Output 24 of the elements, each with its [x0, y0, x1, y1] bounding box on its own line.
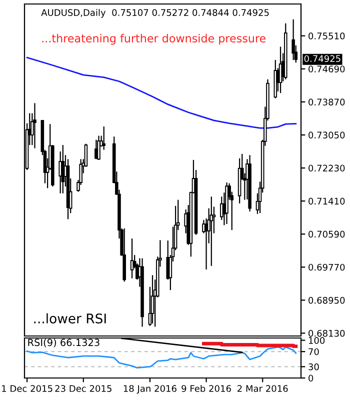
y-tick-label: 0.70590: [308, 230, 345, 238]
x-tick-label: 9 Feb 2016: [182, 384, 231, 392]
annotation: ...lower RSI: [34, 313, 106, 324]
text: AUDUSD,Daily 0.75107 0.75272 0.74844 0.74925: [41, 8, 269, 18]
y-tick-label: 0.68950: [308, 296, 345, 304]
y-tick-label: 0.75510: [308, 32, 345, 40]
x-tick-label: 23 Dec 2015: [55, 385, 112, 392]
text: 0.74925: [304, 55, 340, 62]
y-tick-label: 70: [308, 348, 319, 356]
y-tick-label: 0.69770: [308, 264, 345, 271]
y-tick-label: 0.71410: [308, 198, 345, 205]
x-tick-label: 1 Dec 2015: [2, 385, 52, 392]
y-tick-label: 0.74690: [308, 66, 345, 72]
y-tick-label: 30: [308, 363, 319, 370]
x-tick-label: 2 Mar 2016: [238, 385, 288, 392]
chart-title: RSI(9) 66.1323: [28, 338, 100, 348]
y-tick-label: 0.68130: [308, 330, 345, 337]
y-tick-label: 0.73050: [308, 132, 345, 139]
annotation: ...threatening further downside pressure: [42, 34, 266, 45]
y-tick-label: 100: [308, 336, 325, 344]
y-tick-label: 0.72230: [308, 164, 345, 172]
y-tick-label: 0: [308, 374, 314, 382]
x-tick-label: 18 Jan 2016: [124, 385, 176, 394]
y-tick-label: 0.73870: [308, 98, 345, 106]
